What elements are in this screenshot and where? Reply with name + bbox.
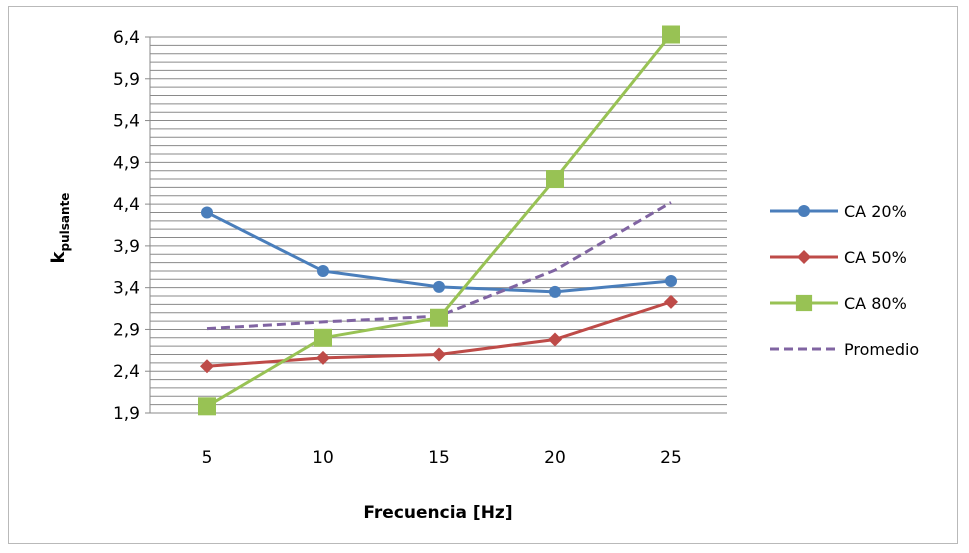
data-point-square: [795, 294, 813, 312]
data-point-circle: [201, 206, 213, 219]
data-point-diamond: [200, 359, 214, 374]
y-axis-title-subscript: pulsante: [58, 193, 72, 252]
gridlines: [149, 36, 727, 414]
y-axis-ticks: 1,9 2,4 2,9 3,4 3,9 4,4 4,9 5,4 5,9 6,4: [113, 28, 150, 424]
data-point-circle: [549, 285, 561, 298]
y-tick-label: 5,9: [113, 70, 140, 90]
x-tick-label: 15: [428, 448, 450, 468]
data-point-diamond: [548, 332, 562, 347]
data-point-diamond: [316, 350, 330, 365]
y-tick-label: 3,9: [113, 237, 140, 257]
data-point-square: [662, 25, 680, 44]
y-tick-label: 4,9: [113, 153, 140, 173]
y-axis-title-main: k: [48, 250, 69, 263]
x-axis-title: Frecuencia [Hz]: [363, 503, 512, 523]
data-point-diamond: [432, 347, 446, 362]
data-point-circle: [433, 280, 445, 293]
legend-item-ca-80: CA 80%: [770, 294, 907, 313]
data-point-circle: [665, 274, 677, 287]
legend: CA 20% CA 50% CA 80% Promedio: [770, 202, 919, 359]
legend-label: Promedio: [844, 340, 919, 359]
data-point-square: [546, 170, 564, 189]
data-point-circle: [798, 205, 810, 217]
y-tick-label: 2,9: [113, 320, 140, 340]
data-point-diamond: [797, 250, 811, 264]
y-tick-label: 2,4: [113, 362, 140, 382]
data-point-diamond: [664, 294, 678, 309]
legend-item-ca-50: CA 50%: [770, 248, 907, 267]
legend-label: CA 80%: [844, 294, 907, 313]
y-tick-label: 6,4: [113, 28, 140, 48]
legend-item-promedio: Promedio: [770, 340, 919, 359]
x-tick-label: 20: [544, 448, 566, 468]
y-tick-label: 5,4: [113, 112, 140, 132]
legend-label: CA 50%: [844, 248, 907, 267]
y-tick-label: 4,4: [113, 195, 140, 215]
y-tick-label: 1,9: [113, 404, 140, 424]
series-line-ca-20: [206, 211, 672, 294]
x-tick-label: 10: [312, 448, 334, 468]
x-axis-ticks: 5 10 15 20 25: [202, 448, 682, 468]
x-tick-label: 5: [202, 448, 213, 468]
x-tick-label: 25: [660, 448, 682, 468]
y-tick-label: 3,4: [113, 279, 140, 299]
data-point-square: [430, 308, 448, 327]
data-point-square: [314, 328, 332, 347]
data-point-square: [198, 397, 216, 416]
legend-label: CA 20%: [844, 202, 907, 221]
series-markers: [198, 25, 680, 416]
legend-item-ca-20: CA 20%: [770, 202, 907, 221]
y-axis-title: kpulsante: [48, 193, 72, 264]
data-point-circle: [317, 264, 329, 277]
